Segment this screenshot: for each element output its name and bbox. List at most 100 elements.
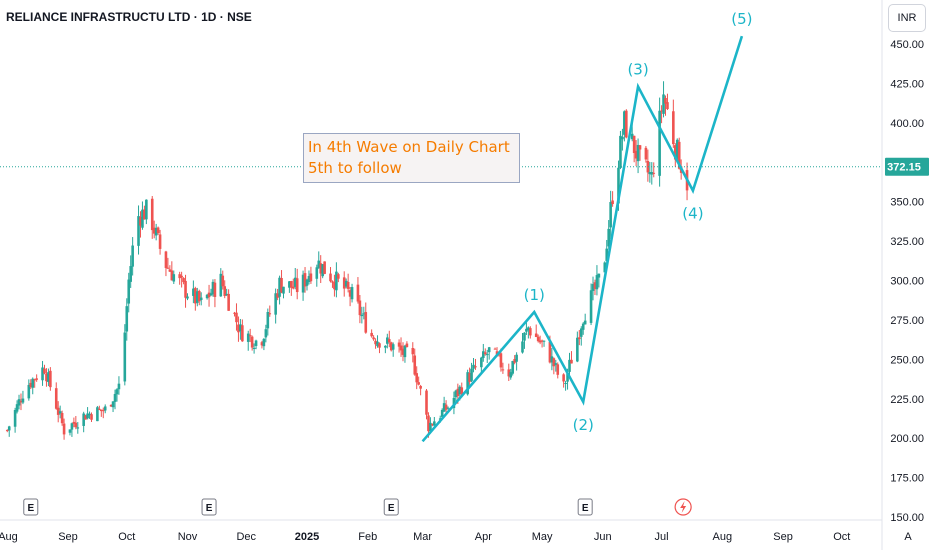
candle-body [45,373,48,382]
candle-body [115,389,119,395]
candle-body [474,366,477,368]
candle-body [143,209,146,220]
candle-body [570,359,573,364]
candle-body [141,209,144,228]
candle-body [195,291,199,303]
candle-body [268,313,272,315]
candle-body [290,281,293,288]
candle-body [429,422,432,432]
candle-body [466,372,469,395]
candle-body [579,328,583,337]
candle-body [180,275,183,278]
price-tick-label: 150.00 [890,512,924,524]
currency-button[interactable]: INR [888,4,926,32]
candle-body [425,390,428,415]
candle-body [72,421,76,424]
candle-body [137,216,140,246]
candle-body [182,278,185,283]
candle-body [399,345,403,351]
candle-body [76,427,80,429]
candle-body [360,314,364,317]
time-tick-label: Mar [413,531,432,543]
last-price-badge [885,157,929,176]
candle-body [62,423,66,435]
auto-scale-button[interactable]: A [904,531,912,543]
candle-body [419,386,422,389]
candle-body [168,269,172,272]
candle-body [607,228,610,247]
earnings-marker-label: E [388,503,395,514]
candle-body [205,294,209,299]
candle-body [213,282,217,297]
candle-body [337,274,340,279]
wave-label: (3) [627,61,648,79]
candle-body [103,406,107,411]
candle-body [303,273,307,287]
candle-body [374,340,377,345]
price-tick-label: 400.00 [890,118,924,130]
candle-body [638,145,642,150]
earnings-marker-box [383,498,399,516]
candle-body [617,167,620,204]
candle-body [652,172,656,174]
candle-body [178,274,181,279]
candle-body [675,139,679,161]
candle-body [41,367,44,381]
earnings-marker-label: E [27,503,34,514]
earnings-marker-box [577,498,593,516]
candle-body [170,270,174,281]
candle-body [444,404,448,410]
candle-body [172,274,176,282]
candle-body [227,293,230,311]
candle-body [386,337,389,344]
candle-body [521,341,524,353]
time-tick-label: Feb [358,531,377,543]
price-tick-label: 175.00 [890,473,924,485]
candle-body [384,345,387,348]
candle-body [583,320,587,325]
earnings-marker-label: E [206,503,213,514]
candle-body [166,267,170,269]
last-price-label: 372.15 [885,157,929,176]
candle-body [98,408,101,410]
price-tick-label: 350.00 [890,197,924,209]
candle-body [309,273,313,282]
candle-body [262,338,266,347]
candle-body [605,248,609,261]
candle-body [70,423,74,430]
candle-body [219,273,223,297]
candle-body [317,260,321,268]
candle-body [548,341,552,363]
candle-body [197,290,201,302]
candle-body [186,296,189,299]
candle-body [589,290,593,323]
candle-body [329,273,332,282]
candle-body [370,332,373,337]
time-tick-label: 2025 [295,531,319,543]
candle-body [523,332,526,341]
candle-body [507,369,511,377]
candle-body [246,333,250,342]
candle-body [513,358,516,363]
candle-body [293,277,297,287]
candle-body [597,273,601,278]
candle-body [29,382,33,388]
candle-body [33,379,36,381]
candle-body [5,430,9,432]
candle-body [672,111,675,145]
candle-body [221,275,225,287]
price-axis[interactable]: 150.00 175.00 200.00 225.00 250.00 275.00 300.… [881,0,924,550]
candle-body [280,278,283,293]
time-axis[interactable]: Aug Sep Oct Nov Dec 2025 Feb Mar Apr May Jun Jul Aug… [0,519,882,543]
candle-body [666,102,669,110]
candle-body [252,347,256,349]
candle-body [442,403,446,412]
candle-body [96,407,99,422]
candle-body [111,401,115,408]
candle-body [472,364,475,369]
candle-body [315,267,319,279]
candle-body [60,413,64,424]
last-price-text: 372.15 [887,162,921,174]
earnings-marker: E [383,498,399,516]
